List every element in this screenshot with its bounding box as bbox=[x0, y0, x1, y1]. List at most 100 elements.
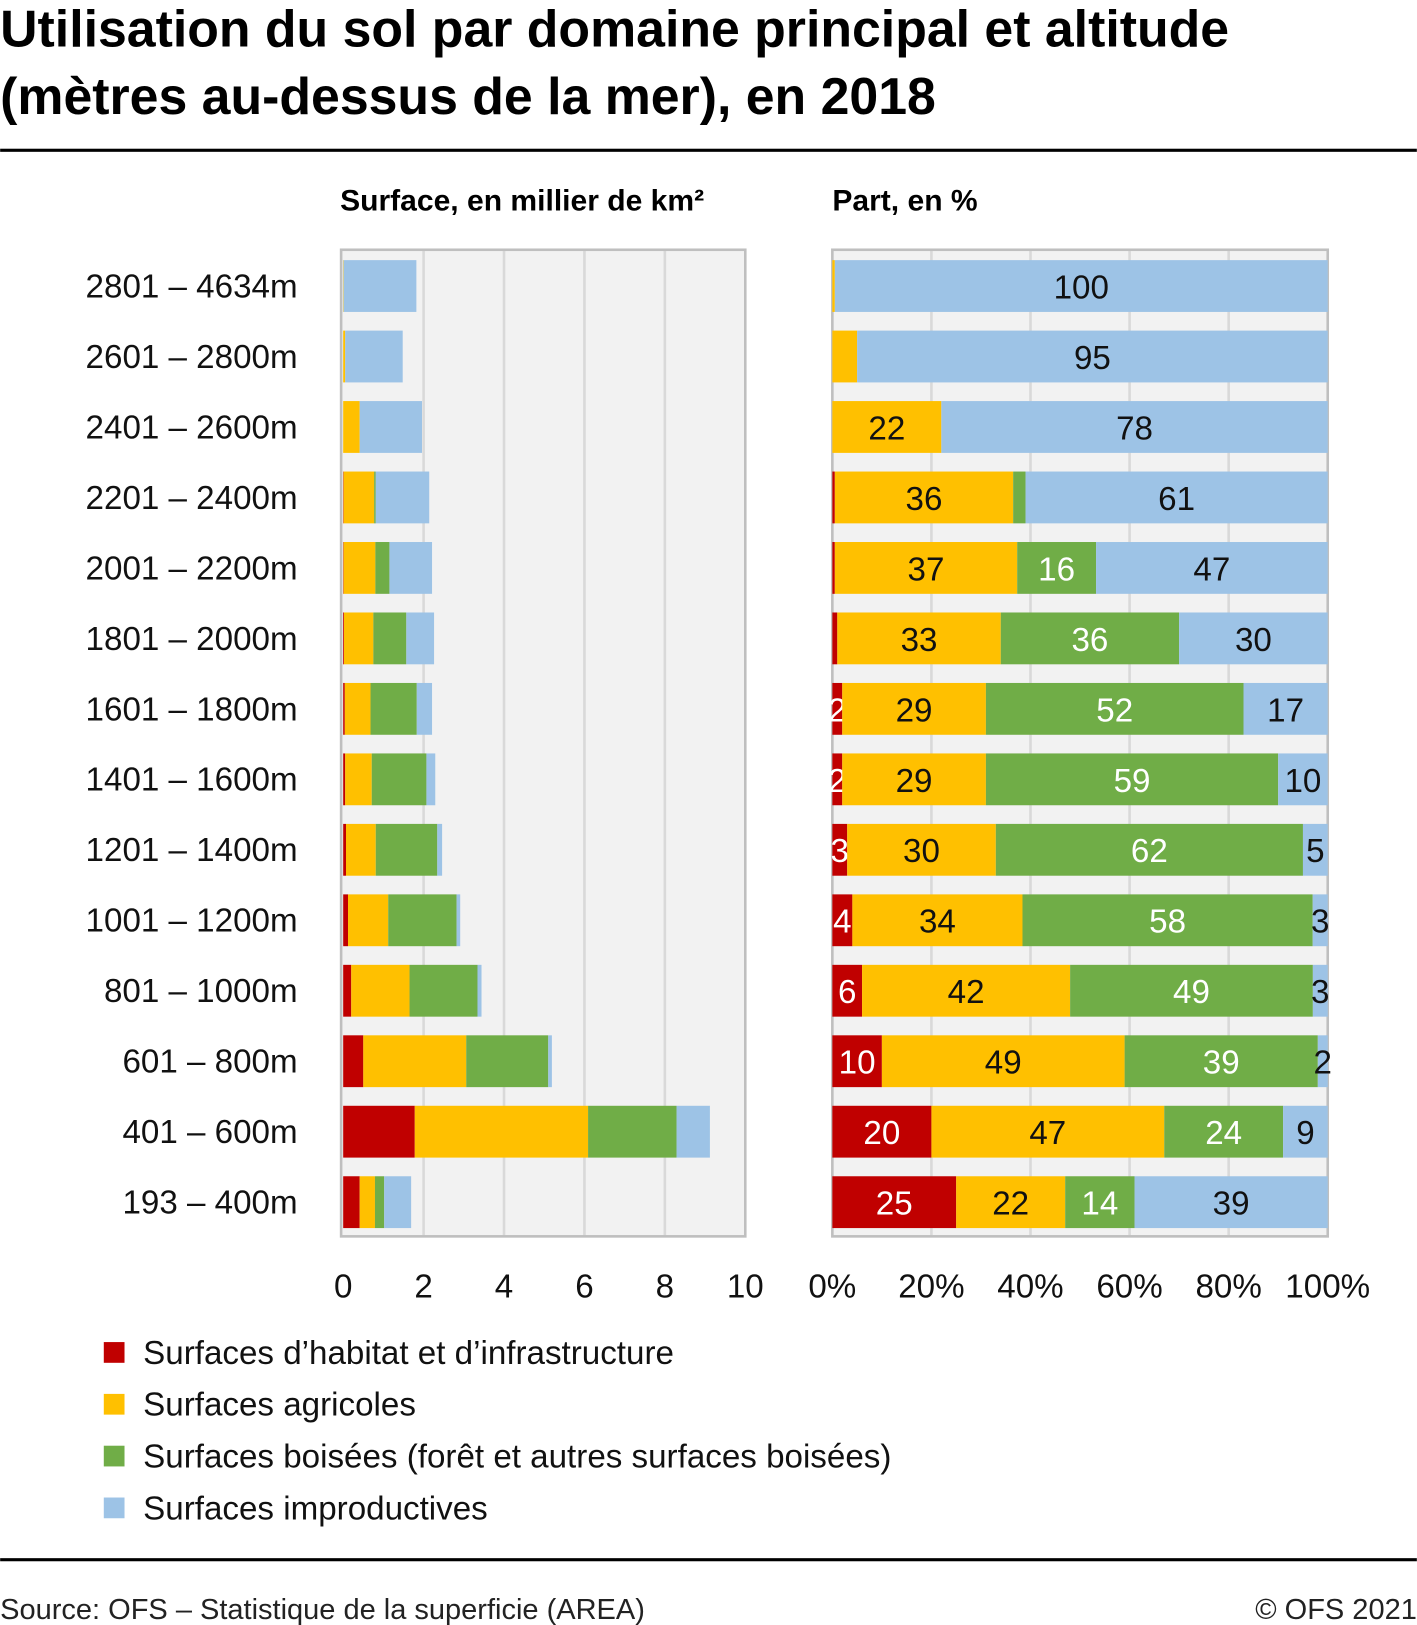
x-tick-label: 100% bbox=[1285, 1269, 1370, 1306]
bar-segment bbox=[343, 682, 345, 735]
bar-segment bbox=[832, 682, 843, 735]
data-label: 16 bbox=[1038, 551, 1075, 588]
data-label: 2 bbox=[828, 692, 846, 729]
data-label: 100 bbox=[1054, 269, 1109, 306]
data-label: 49 bbox=[985, 1045, 1022, 1082]
bar-segment bbox=[832, 542, 835, 594]
data-label: 4 bbox=[833, 904, 851, 941]
bar-segment bbox=[343, 471, 375, 524]
data-label: 62 bbox=[1131, 833, 1168, 870]
data-label: 30 bbox=[1235, 622, 1272, 659]
bar-segment bbox=[1283, 1105, 1328, 1158]
bar-segment bbox=[343, 823, 347, 876]
bar-segment bbox=[985, 753, 1279, 806]
bar-segment bbox=[832, 1105, 932, 1158]
bar-segment bbox=[1124, 1035, 1318, 1088]
data-label: 2 bbox=[828, 763, 846, 800]
data-label: 95 bbox=[1074, 340, 1111, 377]
bar-segment bbox=[1065, 1176, 1135, 1229]
x-tick-label: 80% bbox=[1195, 1269, 1261, 1306]
x-tick-label: 0 bbox=[334, 1269, 352, 1306]
bar-segment bbox=[832, 401, 942, 453]
data-label: 39 bbox=[1213, 1186, 1250, 1223]
data-label: 29 bbox=[896, 763, 933, 800]
bar-segment bbox=[832, 964, 863, 1017]
bar-segment bbox=[834, 260, 1328, 312]
bar-segment bbox=[1013, 471, 1026, 524]
legend-label: Surfaces boisées (forêt et autres surfac… bbox=[143, 1438, 891, 1475]
bar-segment bbox=[343, 612, 374, 665]
bar-segment bbox=[351, 964, 410, 1017]
bar-segment bbox=[409, 964, 478, 1017]
bar-segment bbox=[343, 542, 376, 594]
category-label: 1401 – 1600m bbox=[86, 762, 298, 799]
data-label: 20 bbox=[863, 1115, 900, 1152]
x-tick-label: 10 bbox=[727, 1269, 764, 1306]
bar-segment bbox=[1000, 612, 1180, 665]
bar-segment bbox=[941, 401, 1328, 453]
plot-frame bbox=[831, 248, 1330, 1238]
x-tick-label: 6 bbox=[575, 1269, 593, 1306]
data-label: 52 bbox=[1096, 692, 1133, 729]
bar-segment bbox=[847, 823, 996, 876]
bar-segment bbox=[1278, 753, 1328, 806]
bar-segment bbox=[1312, 964, 1328, 1017]
data-label: 42 bbox=[948, 974, 985, 1011]
plot-background bbox=[341, 249, 746, 1237]
bar-segment bbox=[389, 542, 433, 594]
bar-segment bbox=[345, 330, 403, 383]
bar-segment bbox=[832, 894, 853, 947]
bar-segment bbox=[832, 471, 835, 524]
data-label: 36 bbox=[906, 481, 943, 518]
bar-segment bbox=[832, 260, 835, 312]
bar-segment bbox=[375, 823, 438, 876]
bar-segment bbox=[1022, 894, 1313, 947]
x-tick-label: 2 bbox=[414, 1269, 432, 1306]
bar-segment bbox=[588, 1105, 677, 1158]
legend-swatch bbox=[103, 1342, 125, 1363]
bar-segment bbox=[1134, 1176, 1328, 1229]
data-label: 29 bbox=[896, 692, 933, 729]
legend-swatch bbox=[103, 1445, 125, 1467]
bar-segment bbox=[1070, 964, 1313, 1017]
category-label: 1601 – 1800m bbox=[86, 691, 298, 728]
bar-segment bbox=[343, 894, 349, 947]
data-label: 22 bbox=[992, 1186, 1029, 1223]
bar-segment bbox=[1179, 612, 1328, 665]
bar-segment bbox=[881, 1035, 1125, 1088]
legend-label: Surfaces agricoles bbox=[143, 1387, 416, 1424]
data-label: 25 bbox=[876, 1186, 913, 1223]
legend-item: Surfaces agricoles bbox=[103, 1387, 416, 1424]
bar-segment bbox=[1302, 823, 1328, 876]
bar-segment bbox=[437, 823, 443, 876]
bar-segment bbox=[832, 612, 838, 665]
legend-swatch bbox=[103, 1497, 125, 1519]
data-label: 3 bbox=[831, 833, 849, 870]
x-tick-label: 0% bbox=[808, 1269, 856, 1306]
data-label: 33 bbox=[901, 622, 938, 659]
data-label: 37 bbox=[908, 551, 945, 588]
bar-segment bbox=[375, 471, 430, 524]
bar-segment bbox=[832, 330, 858, 383]
bar-segment bbox=[384, 1176, 412, 1229]
bar-segment bbox=[1164, 1105, 1284, 1158]
bar-segment bbox=[406, 612, 435, 665]
category-label: 801 – 1000m bbox=[104, 973, 298, 1010]
bar-segment bbox=[343, 1035, 364, 1088]
bar-segment bbox=[832, 823, 848, 876]
bar-segment bbox=[985, 682, 1244, 735]
x-tick-label: 60% bbox=[1096, 1269, 1162, 1306]
source-note: Source: OFS – Statistique de la superfic… bbox=[0, 1594, 645, 1625]
bar-segment bbox=[1096, 542, 1328, 594]
data-label: 5 bbox=[1306, 833, 1324, 870]
data-label: 3 bbox=[1311, 904, 1329, 941]
category-label: 1801 – 2000m bbox=[86, 621, 298, 658]
bar-segment bbox=[834, 471, 1014, 524]
bar-segment bbox=[346, 823, 376, 876]
bar-segment bbox=[857, 330, 1328, 383]
bar-segment bbox=[343, 612, 344, 665]
bar-segment bbox=[388, 894, 457, 947]
data-label: 22 bbox=[868, 410, 905, 447]
bar-segment bbox=[343, 330, 346, 383]
